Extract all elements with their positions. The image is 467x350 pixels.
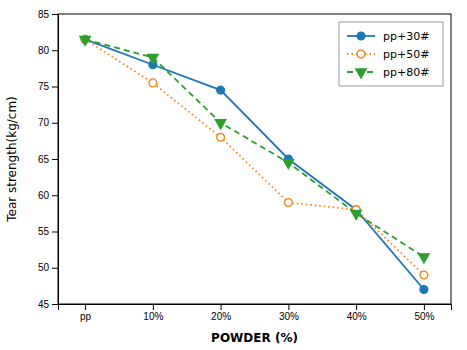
- x-tick-label: 50%: [414, 311, 434, 322]
- y-tick: 55: [38, 226, 58, 237]
- legend-marker: [357, 32, 365, 40]
- x-tick: pp: [80, 304, 92, 322]
- legend-box: [339, 22, 443, 86]
- x-tick: 20%: [211, 304, 231, 322]
- plot: pp 10% 20% 30% 40% 50% 45 50 55 60 65 70 75 80 85 pp+30…: [38, 9, 452, 322]
- y-tick: 65: [38, 154, 58, 165]
- x-tick: 30%: [279, 304, 299, 322]
- x-tick: 50%: [414, 304, 434, 322]
- legend-item: pp+50#: [347, 48, 429, 61]
- point: [283, 160, 294, 169]
- y-tick-mark: [52, 50, 58, 51]
- point: [80, 36, 91, 45]
- y-tick-mark: [52, 304, 58, 305]
- point: [149, 79, 157, 87]
- legend-item: pp+80#: [347, 66, 429, 79]
- y-tick-label: 60: [38, 190, 50, 201]
- point: [420, 286, 428, 294]
- point: [217, 86, 225, 94]
- y-tick-label: 50: [38, 262, 50, 273]
- legend-label: pp+80#: [383, 66, 429, 79]
- legend-marker: [356, 69, 367, 78]
- y-tick-label: 70: [38, 117, 50, 128]
- x-tick-mark: [288, 304, 289, 310]
- x-axis-line: [59, 305, 452, 311]
- y-axis-title: Tear strength(kg/cm): [5, 96, 19, 223]
- y-tick: 45: [38, 299, 58, 310]
- y-tick-mark: [52, 268, 58, 269]
- y-tick-label: 75: [38, 81, 50, 92]
- y-tick: 80: [38, 45, 58, 56]
- x-tick: 10%: [143, 304, 163, 322]
- y-tick-mark: [52, 195, 58, 196]
- y-tick: 75: [38, 81, 58, 92]
- y-tick-label: 80: [38, 45, 50, 56]
- x-axis-title: POWDER (%): [211, 331, 298, 345]
- legend-marker: [357, 50, 365, 58]
- y-tick-mark: [52, 14, 58, 15]
- x-tick-label: 10%: [143, 311, 163, 322]
- y-tick-label: 45: [38, 299, 50, 310]
- point: [419, 254, 430, 263]
- y-tick-mark: [52, 123, 58, 124]
- point: [420, 271, 428, 279]
- y-tick: 50: [38, 262, 58, 273]
- y-tick-label: 85: [38, 9, 50, 20]
- x-tick-label: 20%: [211, 311, 231, 322]
- y-tick-label: 55: [38, 226, 50, 237]
- y-tick-mark: [52, 87, 58, 88]
- x-tick: 40%: [347, 304, 367, 322]
- y-tick: 70: [38, 117, 58, 128]
- y-tick: 60: [38, 190, 58, 201]
- x-tick-label: 40%: [347, 311, 367, 322]
- point: [284, 199, 292, 207]
- x-tick-mark: [424, 304, 425, 310]
- point: [148, 54, 159, 63]
- legend-label: pp+30#: [383, 30, 429, 43]
- legend-item: pp+30#: [347, 30, 429, 43]
- x-tick-mark: [85, 304, 86, 310]
- legend: pp+30# pp+50# pp+80#: [339, 22, 443, 86]
- point: [351, 210, 362, 219]
- x-axis: pp 10% 20% 30% 40% 50%: [59, 304, 452, 322]
- legend-label: pp+50#: [383, 48, 429, 61]
- chart: pp 10% 20% 30% 40% 50% 45 50 55 60 65 70 75 80 85 pp+30…: [0, 0, 467, 350]
- y-tick: 85: [38, 9, 58, 20]
- y-tick-mark: [52, 232, 58, 233]
- plot-frame: [58, 14, 451, 304]
- x-tick-mark: [356, 304, 357, 310]
- y-tick-label: 65: [38, 154, 50, 165]
- y-axis: 45 50 55 60 65 70 75 80 85: [38, 9, 59, 310]
- point: [215, 120, 226, 129]
- x-tick-label: pp: [80, 311, 92, 322]
- x-tick-mark: [153, 304, 154, 310]
- x-tick-label: 30%: [279, 311, 299, 322]
- point: [217, 133, 225, 141]
- y-tick-mark: [52, 159, 58, 160]
- x-tick-mark: [221, 304, 222, 310]
